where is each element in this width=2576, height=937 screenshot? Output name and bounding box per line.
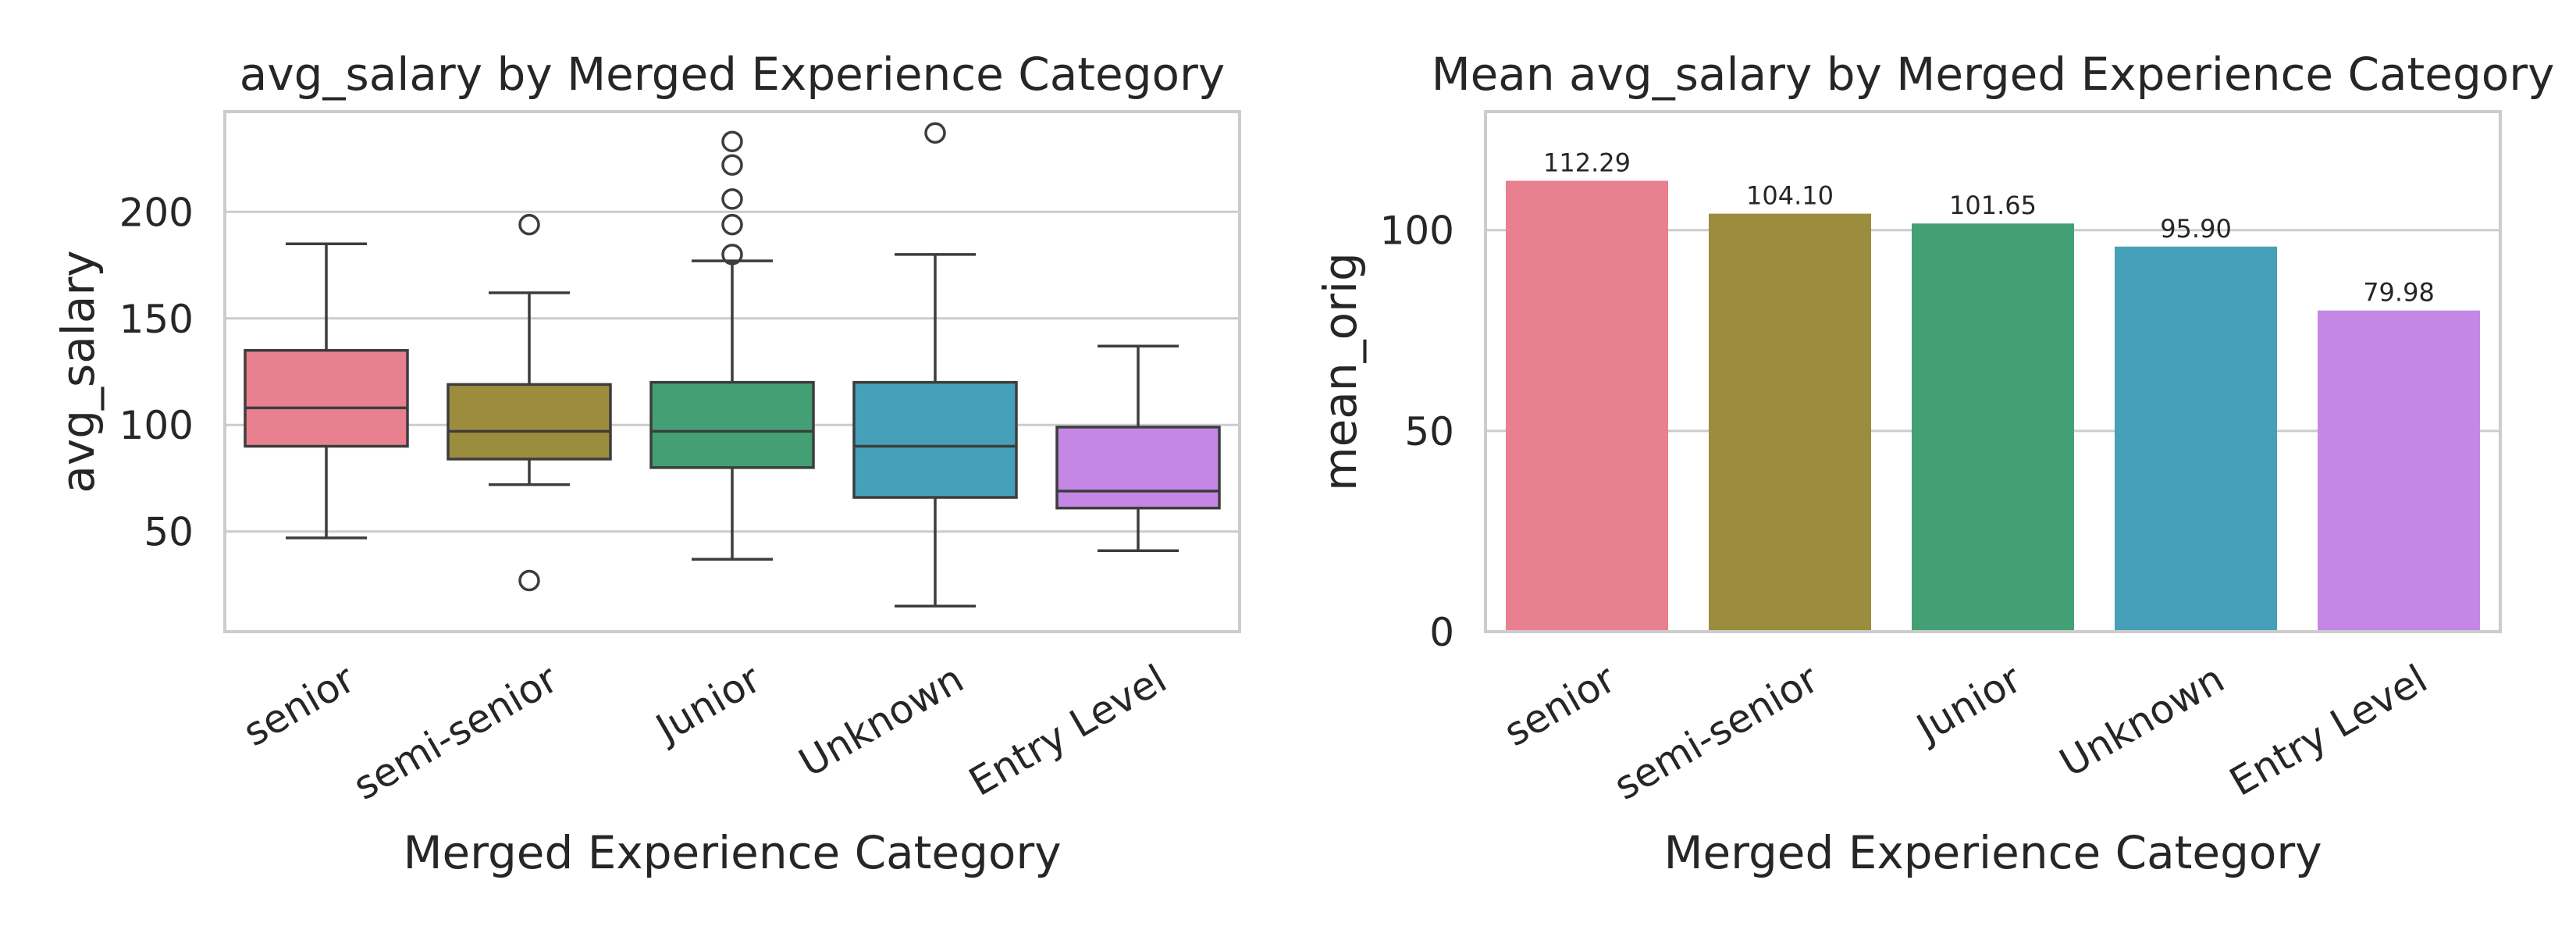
barchart-x-tick-label: senior: [1496, 656, 1623, 755]
boxplot-x-tick-label: semi-senior: [346, 656, 565, 809]
boxplot-x-tick-label: Unknown: [792, 656, 971, 786]
bar-junior: [1912, 223, 2074, 632]
bar-value-label: 112.29: [1543, 148, 1631, 178]
boxplot-x-tick-label: Entry Level: [962, 656, 1174, 805]
bar-value-label: 95.90: [2160, 214, 2232, 244]
box-iqr: [852, 380, 1018, 499]
barchart-panel: 112.29 104.10 101.65 95.90 79.98 0 50 100 seni…: [1314, 48, 2554, 879]
box-semi-senior: [447, 213, 612, 592]
boxplot-y-axis-label: avg_salary: [52, 250, 105, 493]
box-iqr: [244, 348, 409, 448]
bar-unknown: [2115, 246, 2277, 632]
boxplot-y-tick-label: 150: [119, 297, 194, 342]
boxplot-y-ticks: 50 100 150 200: [119, 190, 194, 554]
barchart-axes-frame: [1484, 110, 2502, 633]
box-entry-level: [1055, 344, 1221, 553]
outlier-point: [518, 213, 540, 236]
barchart-x-tick-label: Entry Level: [2222, 656, 2435, 805]
boxplot-x-tick-label: Junior: [646, 656, 768, 753]
bar-semi-senior: [1709, 213, 1871, 632]
barchart-x-tick-label: Junior: [1907, 656, 2029, 753]
boxplot-axes-frame: [223, 110, 1241, 633]
barchart-title: Mean avg_salary by Merged Experience Cat…: [1432, 48, 2555, 101]
boxplot-x-axis-label: Merged Experience Category: [403, 826, 1061, 879]
outlier-point: [721, 154, 743, 176]
barchart-x-axis-label: Merged Experience Category: [1663, 826, 2322, 879]
barchart-y-tick-label: 0: [1429, 610, 1454, 655]
barchart-y-tick-label: 100: [1380, 208, 1454, 254]
bar-value-label: 79.98: [2363, 278, 2435, 308]
bar-value-label: 101.65: [1949, 191, 2037, 220]
outlier-point: [721, 213, 743, 236]
box-junior: [649, 130, 815, 561]
outlier-point: [721, 244, 743, 265]
boxplot-y-tick-label: 100: [119, 403, 194, 448]
outlier-point: [721, 188, 743, 210]
bar-value-label: 104.10: [1746, 181, 1834, 211]
outlier-point: [518, 569, 540, 592]
outlier-point: [721, 130, 743, 152]
box-iqr: [1055, 426, 1221, 510]
boxplot-y-tick-label: 200: [119, 190, 194, 235]
boxplot-y-tick-label: 50: [144, 510, 194, 555]
barchart-y-ticks: 0 50 100: [1380, 208, 1454, 655]
box-senior: [244, 242, 409, 540]
barchart-x-tick-label: Unknown: [2052, 656, 2232, 786]
barchart-x-tick-label: semi-senior: [1606, 656, 1826, 809]
box-iqr: [649, 380, 815, 469]
bar-entry-level: [2318, 310, 2480, 632]
barchart-marks: 112.29 104.10 101.65 95.90 79.98: [1506, 148, 2480, 632]
barchart-y-tick-label: 50: [1404, 409, 1454, 454]
barchart-y-axis-label: mean_orig: [1314, 252, 1367, 491]
box-unknown: [852, 122, 1018, 607]
boxplot-marks: [244, 122, 1221, 607]
outlier-point: [924, 122, 946, 144]
box-iqr: [447, 383, 612, 461]
bar-senior: [1506, 180, 1668, 632]
boxplot-title: avg_salary by Merged Experience Category: [240, 48, 1225, 101]
boxplot-x-tick-label: senior: [236, 656, 362, 755]
